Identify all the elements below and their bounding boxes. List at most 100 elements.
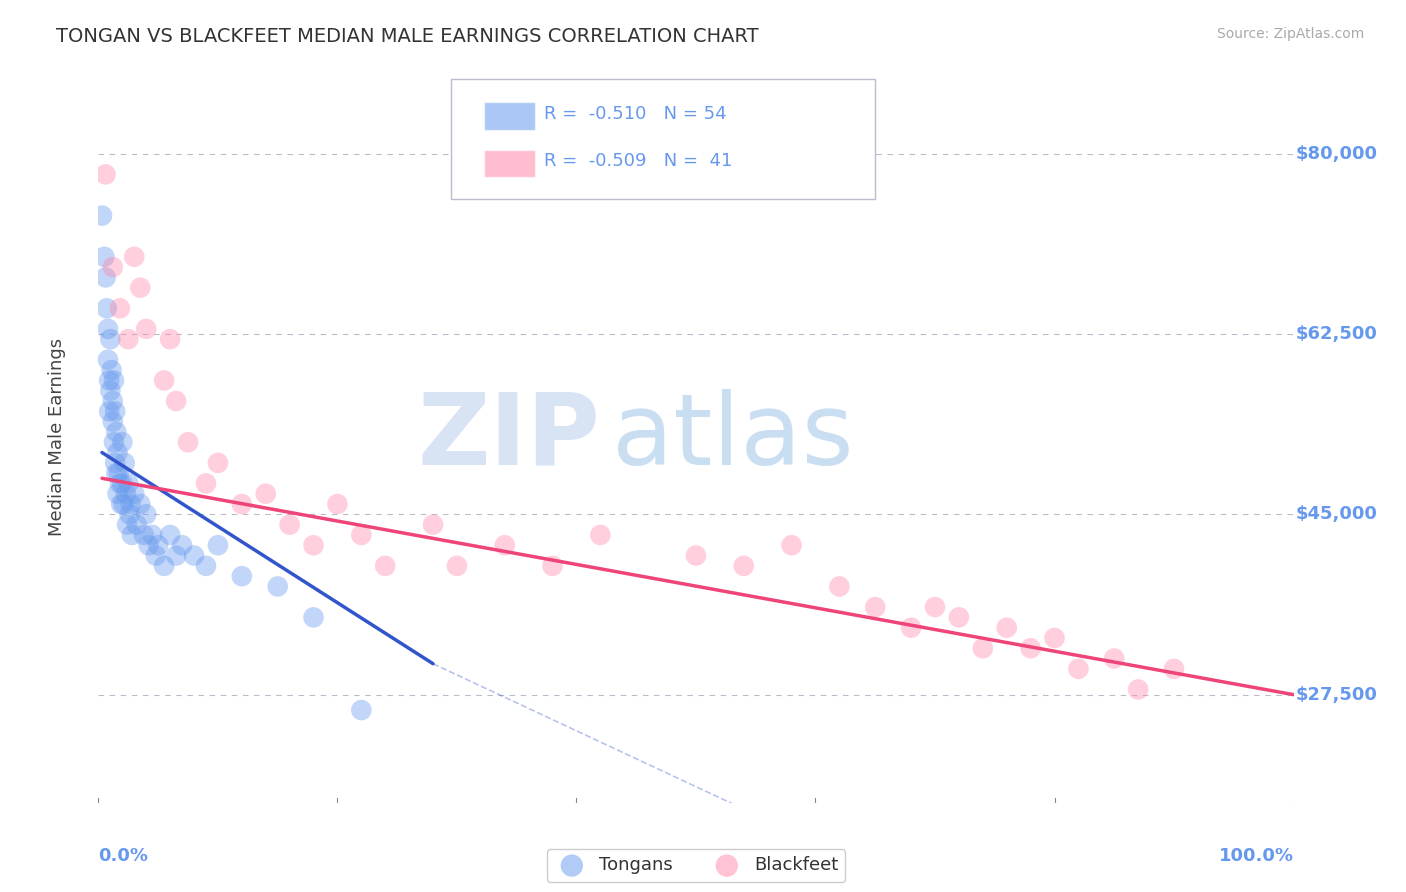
Point bbox=[422, 517, 444, 532]
Point bbox=[112, 497, 135, 511]
Point bbox=[195, 558, 218, 573]
Bar bbox=[485, 150, 534, 178]
Point bbox=[107, 445, 129, 459]
Point bbox=[135, 322, 157, 336]
Point bbox=[1128, 682, 1150, 697]
Point bbox=[103, 373, 125, 387]
Point bbox=[124, 487, 146, 501]
Text: $45,000: $45,000 bbox=[1296, 506, 1378, 524]
Point bbox=[254, 487, 277, 501]
Point bbox=[900, 621, 922, 635]
Point bbox=[100, 363, 122, 377]
Point bbox=[94, 167, 117, 181]
Point bbox=[108, 301, 131, 316]
Point bbox=[326, 497, 349, 511]
Point bbox=[172, 538, 194, 552]
Point bbox=[121, 528, 143, 542]
Point bbox=[865, 600, 887, 615]
Point bbox=[231, 569, 253, 583]
Point bbox=[446, 558, 468, 573]
Point bbox=[165, 549, 187, 563]
Point bbox=[278, 517, 301, 532]
Text: ZIP: ZIP bbox=[418, 389, 600, 485]
FancyBboxPatch shape bbox=[451, 78, 876, 200]
Point bbox=[103, 435, 125, 450]
Point bbox=[153, 558, 176, 573]
Point bbox=[98, 384, 122, 398]
Point bbox=[91, 209, 114, 223]
Point bbox=[129, 281, 152, 295]
Point bbox=[105, 425, 128, 439]
Point bbox=[124, 250, 146, 264]
Point bbox=[374, 558, 396, 573]
Point bbox=[159, 332, 181, 346]
Text: atlas: atlas bbox=[613, 389, 853, 485]
Point bbox=[148, 538, 170, 552]
Point bbox=[97, 322, 120, 336]
Point bbox=[117, 476, 139, 491]
Point bbox=[207, 538, 229, 552]
Point bbox=[125, 517, 148, 532]
Text: 0.0%: 0.0% bbox=[98, 847, 149, 864]
Text: 100.0%: 100.0% bbox=[1219, 847, 1294, 864]
Point bbox=[350, 528, 373, 542]
Text: TONGAN VS BLACKFEET MEDIAN MALE EARNINGS CORRELATION CHART: TONGAN VS BLACKFEET MEDIAN MALE EARNINGS… bbox=[56, 27, 759, 45]
Point bbox=[135, 508, 157, 522]
Point bbox=[98, 404, 121, 418]
Point bbox=[98, 373, 121, 387]
Point bbox=[105, 466, 128, 480]
Point bbox=[97, 352, 120, 367]
Bar bbox=[485, 102, 534, 130]
Text: R =  -0.509   N =  41: R = -0.509 N = 41 bbox=[544, 153, 733, 170]
Point bbox=[115, 487, 138, 501]
Text: Source: ZipAtlas.com: Source: ZipAtlas.com bbox=[1216, 27, 1364, 41]
Point bbox=[1067, 662, 1090, 676]
Point bbox=[1163, 662, 1185, 676]
Point bbox=[159, 528, 181, 542]
Point bbox=[101, 394, 124, 409]
Point bbox=[114, 456, 136, 470]
Point bbox=[267, 579, 290, 593]
Point bbox=[350, 703, 373, 717]
Point bbox=[145, 549, 167, 563]
Point bbox=[494, 538, 516, 552]
Point bbox=[177, 435, 200, 450]
Point bbox=[98, 332, 122, 346]
Point bbox=[685, 549, 707, 563]
Point bbox=[207, 456, 229, 470]
Point bbox=[972, 641, 994, 656]
Point bbox=[183, 549, 205, 563]
Text: Median Male Earnings: Median Male Earnings bbox=[48, 338, 66, 536]
Point bbox=[302, 538, 325, 552]
Point bbox=[110, 497, 132, 511]
Point bbox=[96, 301, 118, 316]
Point bbox=[995, 621, 1018, 635]
Point bbox=[153, 373, 176, 387]
Point bbox=[948, 610, 970, 624]
Point bbox=[828, 579, 851, 593]
Point bbox=[118, 508, 141, 522]
Point bbox=[132, 528, 155, 542]
Point bbox=[107, 487, 129, 501]
Point bbox=[231, 497, 253, 511]
Point bbox=[733, 558, 755, 573]
Point bbox=[104, 404, 127, 418]
Text: $62,500: $62,500 bbox=[1296, 325, 1378, 343]
Point bbox=[129, 497, 152, 511]
Text: R =  -0.510   N = 54: R = -0.510 N = 54 bbox=[544, 104, 727, 123]
Point bbox=[195, 476, 218, 491]
Point bbox=[108, 476, 131, 491]
Point bbox=[165, 394, 187, 409]
Point bbox=[541, 558, 564, 573]
Point bbox=[780, 538, 803, 552]
Text: $80,000: $80,000 bbox=[1296, 145, 1378, 162]
Point bbox=[1019, 641, 1042, 656]
Point bbox=[94, 270, 117, 285]
Point bbox=[111, 476, 134, 491]
Point bbox=[93, 250, 115, 264]
Legend: Tongans, Blackfeet: Tongans, Blackfeet bbox=[547, 849, 845, 881]
Point bbox=[107, 466, 129, 480]
Point bbox=[141, 528, 163, 542]
Point bbox=[1104, 651, 1126, 665]
Point bbox=[117, 332, 139, 346]
